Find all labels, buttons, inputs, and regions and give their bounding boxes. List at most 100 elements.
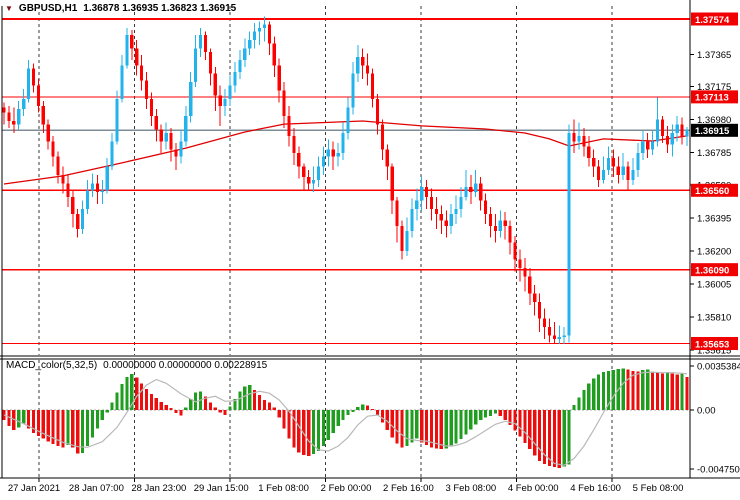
macd-histogram-bar bbox=[405, 410, 409, 447]
candle-body bbox=[356, 56, 360, 74]
macd-histogram-bar bbox=[130, 373, 134, 410]
candle-body bbox=[95, 183, 99, 192]
time-axis[interactable]: 27 Jan 2021 28 Jan 07:00 28 Jan 23:00 29 Ja… bbox=[8, 478, 684, 494]
candle-body bbox=[36, 85, 40, 106]
candle-body bbox=[552, 335, 556, 339]
candle-body bbox=[577, 136, 581, 142]
candle-body bbox=[203, 34, 208, 52]
candle-body bbox=[498, 220, 502, 231]
candle-body bbox=[100, 190, 104, 192]
candle-body bbox=[277, 65, 281, 91]
candle-body bbox=[660, 119, 665, 137]
macd-histogram-bar bbox=[651, 371, 655, 410]
price-tick-label: 1.36005 bbox=[697, 280, 731, 291]
candle-body bbox=[651, 141, 655, 150]
macd-histogram-bar bbox=[562, 410, 566, 467]
candle-body bbox=[621, 166, 625, 176]
macd-histogram-bar bbox=[41, 410, 45, 439]
candle-body bbox=[139, 65, 144, 81]
macd-histogram-bar bbox=[655, 372, 660, 410]
macd-histogram-bar bbox=[336, 410, 340, 427]
candle-body bbox=[596, 166, 601, 181]
candle-body bbox=[105, 166, 109, 191]
macd-histogram-bar bbox=[361, 404, 365, 410]
time-tick-label: 5 Feb 08:00 bbox=[633, 483, 684, 494]
macd-histogram-bar bbox=[513, 410, 517, 431]
candle-body bbox=[601, 170, 606, 181]
macd-histogram-bar bbox=[277, 410, 281, 418]
macd-histogram-bar bbox=[670, 373, 674, 410]
macd-histogram-bar bbox=[400, 410, 404, 448]
macd-histogram-bar bbox=[488, 410, 493, 417]
macd-histogram-bar bbox=[434, 410, 439, 449]
price-axis[interactable]: 1.373651.371751.369801.367851.365901.363… bbox=[690, 12, 740, 476]
candle-body bbox=[567, 132, 571, 336]
candle-body bbox=[606, 158, 611, 171]
candle-body bbox=[685, 130, 689, 137]
macd-histogram-bar bbox=[660, 373, 665, 410]
candle-body bbox=[582, 136, 586, 147]
price-level-label-text: 1.36090 bbox=[695, 265, 729, 276]
candle-body bbox=[198, 34, 203, 49]
macd-histogram-bar bbox=[248, 385, 252, 410]
candle-body bbox=[302, 166, 306, 177]
price-level-label bbox=[691, 12, 738, 26]
candle-body bbox=[646, 141, 650, 150]
macd-histogram-bar bbox=[159, 401, 163, 410]
macd-panel[interactable] bbox=[2, 368, 690, 468]
moving-average-line bbox=[3, 120, 688, 185]
macd-histogram-bar bbox=[557, 410, 561, 468]
candle-body bbox=[189, 82, 193, 116]
price-level-label-text: 1.36560 bbox=[695, 186, 729, 197]
candle-body bbox=[41, 105, 45, 125]
candle-body bbox=[184, 115, 188, 142]
candle-body bbox=[454, 208, 458, 214]
candle-body bbox=[31, 68, 36, 86]
candle-body bbox=[179, 141, 183, 157]
candle-body bbox=[262, 24, 267, 29]
time-tick-label: 1 Feb 08:00 bbox=[258, 483, 309, 494]
candle-body bbox=[144, 80, 149, 100]
macd-histogram-bar bbox=[100, 410, 104, 420]
candle-body bbox=[626, 166, 630, 181]
candle-body bbox=[164, 132, 168, 142]
macd-histogram-bar bbox=[243, 386, 247, 410]
candle-body bbox=[474, 183, 478, 192]
macd-histogram-bar bbox=[606, 370, 611, 410]
macd-histogram-bar bbox=[213, 407, 217, 410]
candle-body bbox=[641, 141, 645, 154]
main-price-panel[interactable] bbox=[2, 16, 690, 345]
macd-histogram-bar bbox=[139, 383, 144, 410]
candle-body bbox=[154, 115, 158, 130]
macd-histogram-bar bbox=[601, 372, 606, 410]
candle-body bbox=[346, 107, 350, 133]
candle-body bbox=[223, 99, 227, 106]
candle-body bbox=[655, 119, 660, 142]
macd-histogram-bar bbox=[572, 405, 576, 410]
macd-histogram-bar bbox=[76, 410, 80, 454]
time-tick-label: 2 Feb 16:00 bbox=[383, 483, 434, 494]
macd-histogram-bar bbox=[449, 410, 453, 447]
candle-body bbox=[120, 65, 124, 100]
macd-histogram-bar bbox=[636, 371, 640, 410]
macd-histogram-bar bbox=[675, 374, 679, 410]
candle-body bbox=[528, 276, 532, 294]
candle-body bbox=[410, 208, 414, 231]
macd-histogram-bar bbox=[95, 410, 99, 429]
macd-histogram-bar bbox=[366, 405, 370, 410]
candle-body bbox=[253, 31, 257, 40]
candle-body bbox=[51, 141, 55, 157]
macd-histogram-bar bbox=[420, 410, 424, 443]
candle-body bbox=[326, 149, 330, 157]
candle-body bbox=[76, 213, 80, 230]
macd-histogram-bar bbox=[474, 410, 478, 425]
candle-body bbox=[592, 158, 596, 167]
macd-histogram-bar bbox=[331, 410, 335, 434]
macd-histogram-bar bbox=[56, 410, 60, 447]
macd-histogram-bar bbox=[297, 410, 301, 453]
candle-body bbox=[488, 213, 493, 226]
candle-body bbox=[321, 156, 326, 167]
candle-body bbox=[169, 132, 173, 150]
time-tick-label: 2 Feb 00:00 bbox=[321, 483, 372, 494]
candle-body bbox=[670, 132, 674, 145]
